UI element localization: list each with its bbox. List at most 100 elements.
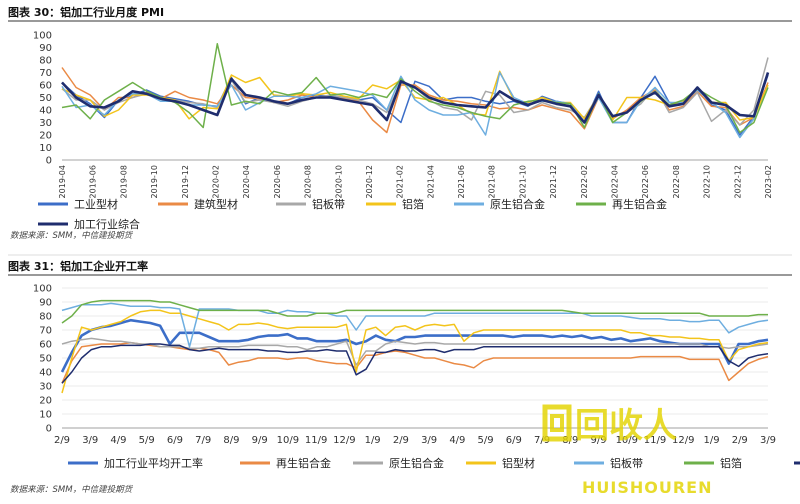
- chart2-figure-label: 图表 31：铝加工企业开工率: [8, 259, 148, 273]
- x-tick-label: 4/9: [110, 435, 126, 446]
- legend-label: 铝板带: [312, 197, 345, 211]
- legend-label: 工业型材: [74, 197, 118, 211]
- series-line-3: [61, 337, 769, 366]
- y-tick-label: 100: [33, 284, 52, 295]
- watermark-logo: 回收人 HUISHOUREN: [542, 404, 712, 497]
- y-tick-label: 70: [39, 326, 52, 337]
- legend-label: 再生铝合金: [612, 197, 667, 211]
- x-tick-label: 9/9: [252, 435, 268, 446]
- legend-label: 铝型材: [502, 456, 535, 470]
- legend-label: 铝板带: [610, 456, 643, 470]
- chart1-source: 数据来源：SMM，中信建投期货: [10, 230, 134, 241]
- x-tick-label: 2020-04: [242, 165, 251, 198]
- x-tick-label: 8/9: [223, 435, 239, 446]
- series-line-4: [61, 309, 769, 394]
- x-tick-label: 5/9: [139, 435, 155, 446]
- chart1-series: [61, 43, 770, 139]
- x-tick-label: 2022-06: [641, 165, 650, 198]
- series-line-7: [61, 343, 769, 384]
- x-tick-label: 6/9: [167, 435, 183, 446]
- series-line-7: [61, 72, 770, 124]
- x-tick-label: 12/9: [672, 435, 694, 446]
- x-tick-label: 3/9: [421, 435, 437, 446]
- series-line-2: [61, 341, 769, 384]
- x-tick-label: 2021-10: [518, 165, 527, 198]
- y-tick-label: 20: [39, 396, 52, 407]
- chart2-source: 数据来源：SMM，中信建投期货: [10, 484, 134, 495]
- legend-label: 加工行业综合: [74, 217, 140, 231]
- y-tick-label: 70: [39, 68, 52, 79]
- y-tick-label: 10: [39, 410, 52, 421]
- watermark-sub: HUISHOUREN: [582, 478, 712, 497]
- chart1-figure-label: 图表 30：铝加工行业月度 PMI: [8, 5, 164, 19]
- y-tick-label: 80: [39, 312, 52, 323]
- y-tick-label: 10: [39, 143, 52, 154]
- x-tick-label: 2021-12: [549, 165, 558, 198]
- y-tick-label: 50: [39, 354, 52, 365]
- x-tick-label: 2020-12: [365, 165, 374, 198]
- y-tick-label: 30: [39, 118, 52, 129]
- x-tick-label: 2020-10: [334, 165, 343, 198]
- x-tick-label: 2021-08: [488, 165, 497, 198]
- legend-label: 铝箔: [402, 197, 424, 211]
- y-tick-label: 90: [39, 43, 52, 54]
- y-tick-label: 100: [33, 31, 52, 42]
- chart1-header: 图表 30：铝加工行业月度 PMI: [8, 5, 792, 22]
- y-tick-label: 20: [39, 131, 52, 142]
- x-tick-label: 2020-08: [304, 165, 313, 198]
- chart2-legend: 加工行业平均开工率再生铝合金原生铝合金铝型材铝板带铝箔铝线缆: [68, 456, 800, 470]
- x-tick-label: 12/9: [333, 435, 355, 446]
- x-tick-label: 2022-02: [580, 165, 589, 198]
- x-tick-label: 2021-04: [426, 165, 435, 198]
- y-tick-label: 40: [39, 106, 52, 117]
- chart2-series: [60, 299, 769, 394]
- x-tick-label: 2023-02: [764, 165, 773, 198]
- y-tick-label: 60: [39, 81, 52, 92]
- x-tick-label: 2022-04: [611, 165, 620, 198]
- x-tick-label: 2021-06: [457, 165, 466, 198]
- x-tick-label: 2020-06: [273, 165, 282, 198]
- legend-label: 再生铝合金: [276, 456, 331, 470]
- series-line-6: [61, 299, 768, 324]
- watermark-main: 回收人: [575, 406, 677, 446]
- x-tick-label: 4/9: [449, 435, 465, 446]
- x-tick-label: 2/9: [393, 435, 409, 446]
- legend-label: 建筑型材: [194, 197, 238, 211]
- y-tick-label: 60: [39, 340, 52, 351]
- x-tick-label: 11/9: [305, 435, 327, 446]
- x-tick-label: 2019-06: [89, 165, 98, 198]
- legend-label: 原生铝合金: [389, 456, 444, 470]
- x-tick-label: 7/9: [195, 435, 211, 446]
- x-tick-label: 9/9: [591, 435, 607, 446]
- series-line-1: [61, 74, 769, 136]
- y-tick-label: 0: [46, 424, 52, 435]
- x-tick-label: 7/9: [534, 435, 550, 446]
- y-tick-label: 40: [39, 368, 52, 379]
- x-tick-label: 3/9: [82, 435, 98, 446]
- y-tick-label: 30: [39, 382, 52, 393]
- legend-label: 加工行业平均开工率: [104, 456, 203, 470]
- legend-label: 铝箔: [720, 456, 742, 470]
- legend-label: 原生铝合金: [490, 197, 545, 211]
- x-tick-label: 10/9: [616, 435, 638, 446]
- series-line-1: [60, 318, 769, 373]
- x-tick-label: 1/9: [365, 435, 381, 446]
- chart2-header: 图表 31：铝加工企业开工率: [8, 254, 792, 276]
- series-line-5: [61, 302, 769, 348]
- y-tick-label: 80: [39, 56, 52, 67]
- x-tick-label: 1/9: [703, 435, 719, 446]
- x-tick-label: 2021-02: [396, 165, 405, 198]
- x-tick-label: 2019-04: [58, 165, 67, 198]
- x-tick-label: 2022-08: [672, 165, 681, 198]
- x-tick-label: 2022-12: [733, 165, 742, 198]
- x-tick-label: 2020-02: [211, 165, 220, 198]
- x-tick-label: 2/9: [54, 435, 70, 446]
- x-tick-label: 5/9: [478, 435, 494, 446]
- x-tick-label: 6/9: [506, 435, 522, 446]
- x-tick-label: 2019-12: [181, 165, 190, 198]
- x-tick-label: 10/9: [277, 435, 299, 446]
- y-tick-label: 50: [39, 93, 52, 104]
